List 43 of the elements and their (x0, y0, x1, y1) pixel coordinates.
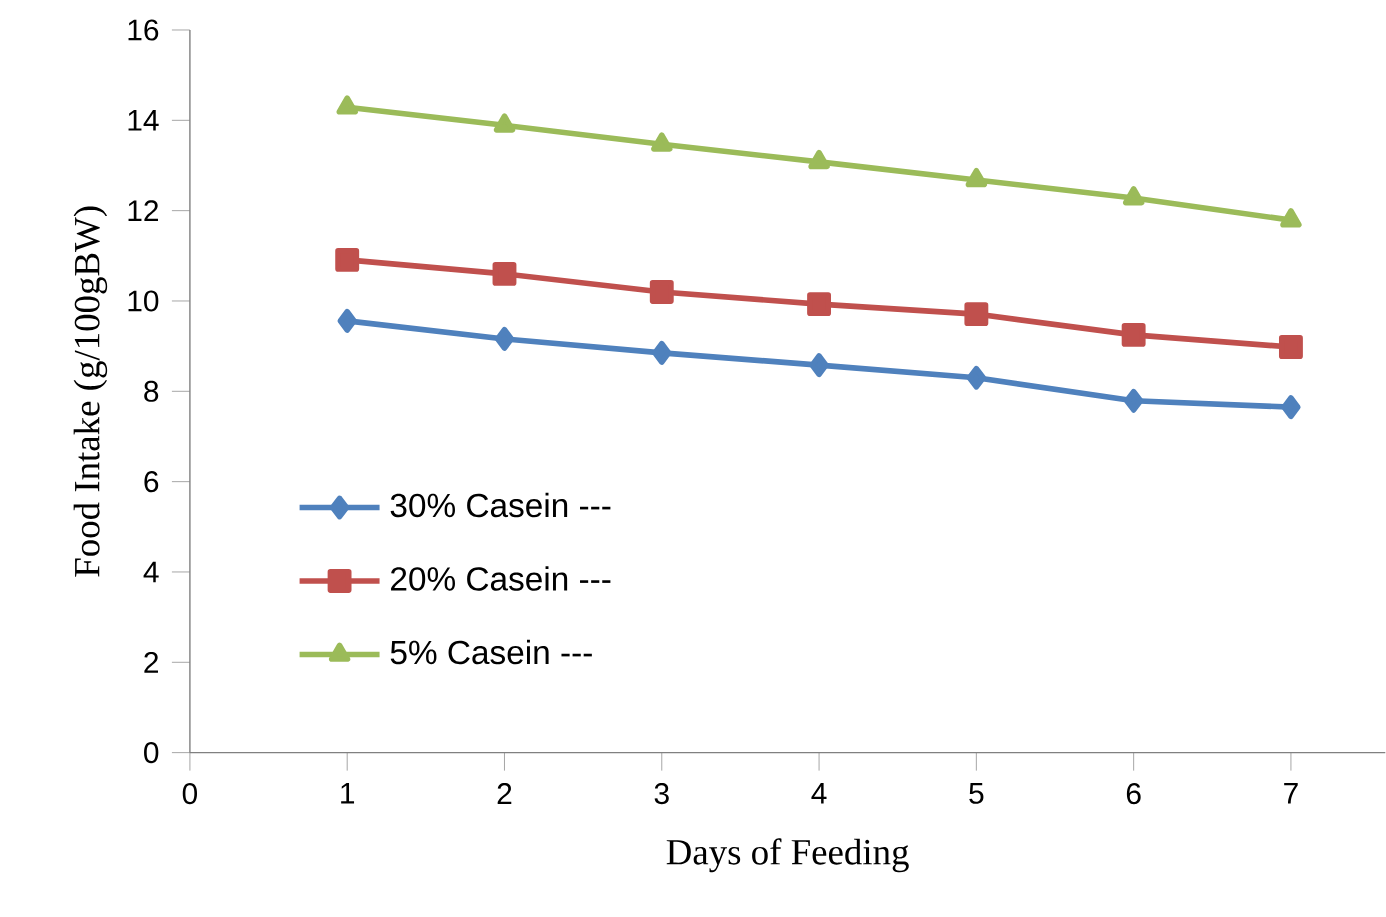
point (492, 262, 517, 287)
legend-label: 20% Casein --- (391, 566, 611, 591)
x-tick-label: 1 (341, 783, 355, 804)
point (649, 280, 674, 305)
x-tick-label: 0 (182, 783, 198, 805)
y-tick-label: 10 (128, 290, 159, 312)
point (1281, 395, 1301, 420)
y-tick-label: 12 (128, 200, 158, 222)
y-tick-label: 14 (128, 110, 159, 131)
point (1278, 335, 1303, 360)
point (965, 168, 988, 188)
point (808, 150, 830, 170)
point (809, 353, 829, 378)
point (335, 248, 360, 273)
y-tick-label: 2 (144, 652, 158, 673)
point (807, 292, 832, 317)
point (493, 113, 516, 133)
y-tick-label: 6 (144, 471, 159, 493)
y-tick-label: 0 (144, 742, 159, 764)
x-tick-label: 3 (654, 783, 669, 805)
point (494, 327, 515, 352)
y-axis-title: Food Intake (g/100gBW) (73, 206, 108, 577)
point (652, 341, 672, 366)
x-tick-label: 7 (1284, 783, 1298, 804)
point (964, 302, 989, 327)
y-tick-label: 4 (143, 561, 159, 583)
legend-label: 5% Casein --- (390, 639, 592, 665)
y-tick-label: 16 (128, 19, 159, 41)
point (1121, 323, 1146, 348)
point (1123, 389, 1144, 413)
legend-label: 30% Casein --- (390, 492, 611, 518)
x-tick-label: 2 (497, 783, 512, 805)
y-tick-label: 8 (144, 380, 159, 403)
x-axis-title: Days of Feeding (666, 838, 909, 873)
point (337, 309, 357, 334)
point (1280, 208, 1302, 228)
x-tick-label: 5 (969, 783, 984, 805)
point (651, 132, 673, 152)
point (1122, 186, 1145, 206)
x-tick-label: 6 (1126, 783, 1141, 805)
point (966, 366, 987, 390)
point (336, 95, 358, 115)
x-tick-label: 4 (811, 783, 827, 804)
